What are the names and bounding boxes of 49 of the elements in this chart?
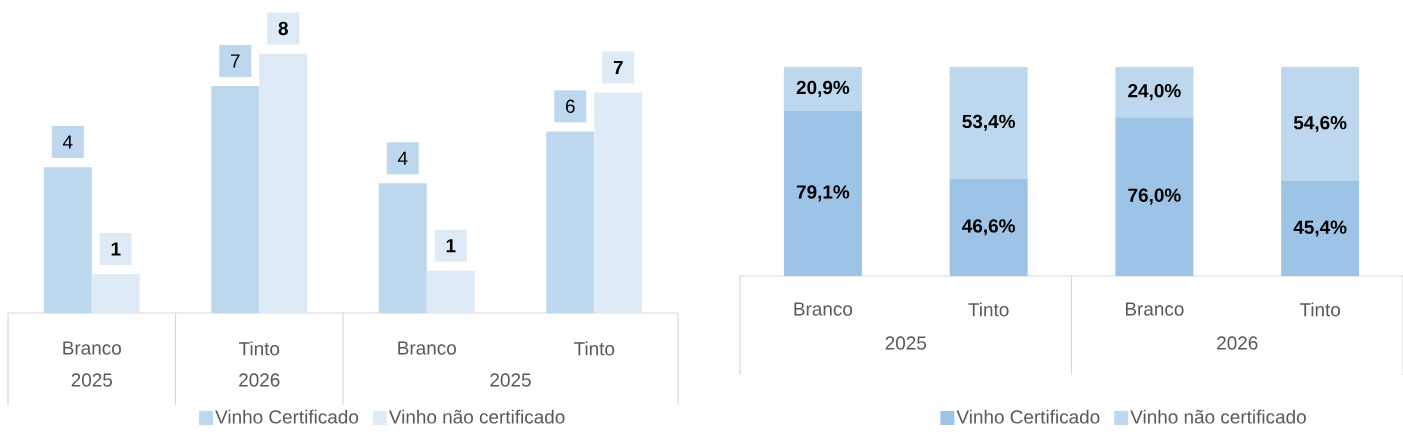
text: 2026 — [239, 373, 280, 387]
data-label: 53,4% — [962, 114, 1015, 131]
bar — [1115, 117, 1194, 276]
x-tick-label: Tinto — [1299, 302, 1341, 317]
x-tick-label: Tinto — [239, 341, 280, 356]
x-tick-label: Branco — [63, 341, 121, 355]
legend-label: Vinho não certificado — [388, 409, 565, 424]
bar — [594, 92, 643, 313]
data-label: 7 — [230, 54, 240, 68]
data-label: 76,0% — [1128, 188, 1181, 205]
x-tick-label: Tinto — [574, 341, 615, 356]
data-label: 79,1% — [796, 185, 850, 202]
data-label: 1 — [446, 239, 456, 253]
data-label: 1 — [111, 242, 121, 256]
data-label: 4 — [397, 151, 408, 165]
legend-label: Vinho Certificado — [215, 409, 359, 424]
text: 2025 — [71, 373, 113, 387]
bar — [426, 270, 475, 313]
legend-label: Vinho não certificado — [1130, 409, 1306, 424]
legend-label: Vinho Certificado — [956, 409, 1100, 424]
x-tick-label: Branco — [1125, 302, 1184, 316]
data-label: 8 — [278, 21, 288, 36]
x-tick-label: Branco — [794, 302, 853, 316]
bar — [949, 66, 1028, 179]
data-label: 24,0% — [1128, 83, 1181, 101]
data-label: 45,4% — [1293, 220, 1347, 237]
bar — [783, 110, 862, 276]
x-tick-label: Tinto — [968, 302, 1009, 317]
bar — [259, 53, 308, 313]
bar — [1281, 181, 1360, 276]
bar — [211, 86, 260, 313]
data-label: 6 — [565, 99, 575, 113]
bar — [1115, 66, 1194, 118]
data-label: 7 — [613, 60, 623, 74]
text: 2026 — [1217, 336, 1258, 350]
bar — [783, 66, 862, 111]
data-label: 20,9% — [796, 80, 850, 97]
bar — [378, 183, 427, 313]
text: 2025 — [885, 336, 927, 350]
x-tick-label: Branco — [398, 341, 456, 355]
text: 2025 — [490, 373, 531, 387]
bar — [1281, 66, 1360, 182]
bar — [91, 274, 140, 313]
data-label: 4 — [62, 135, 73, 149]
data-label: 54,6% — [1293, 115, 1347, 133]
bar — [546, 131, 595, 313]
data-label: 46,6% — [962, 219, 1015, 236]
bar — [949, 178, 1028, 276]
bar — [43, 167, 92, 313]
